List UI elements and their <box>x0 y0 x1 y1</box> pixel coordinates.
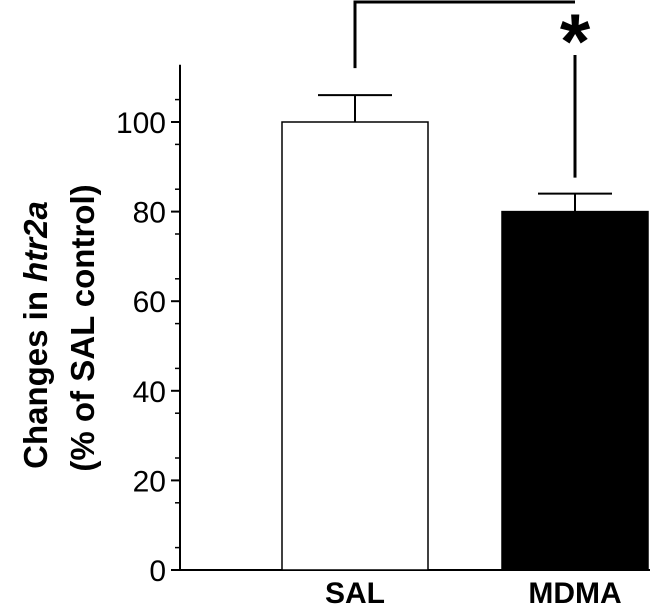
y-tick-label: 100 <box>116 107 166 140</box>
significance-asterisk: * <box>560 0 591 85</box>
significance-bracket: * <box>353 0 591 178</box>
y-axis-label: Changes in htr2a <box>17 201 54 469</box>
significance-bracket-line <box>353 0 575 69</box>
error-bars <box>318 94 612 212</box>
y-tick-label: 80 <box>133 197 166 230</box>
y-tick-label: 60 <box>133 286 166 319</box>
y-axis-label-prefix: Changes in <box>17 282 54 469</box>
bars <box>281 121 649 571</box>
x-tick-label-sal: SAL <box>325 577 385 607</box>
bar-mdma <box>501 210 649 571</box>
y-tick-label: 40 <box>133 376 166 409</box>
y-axis-label-line2: (% of SAL control) <box>64 184 101 471</box>
x-tick-label-mdma: MDMA <box>528 577 621 607</box>
bar-sal <box>281 121 429 571</box>
y-axis-label-gene: htr2a <box>17 201 54 282</box>
x-axis: SAL MDMA <box>180 569 650 607</box>
y-axis: 0 20 40 60 80 100 <box>116 64 181 588</box>
y-tick-label: 0 <box>149 555 166 588</box>
y-tick-label: 20 <box>133 465 166 498</box>
